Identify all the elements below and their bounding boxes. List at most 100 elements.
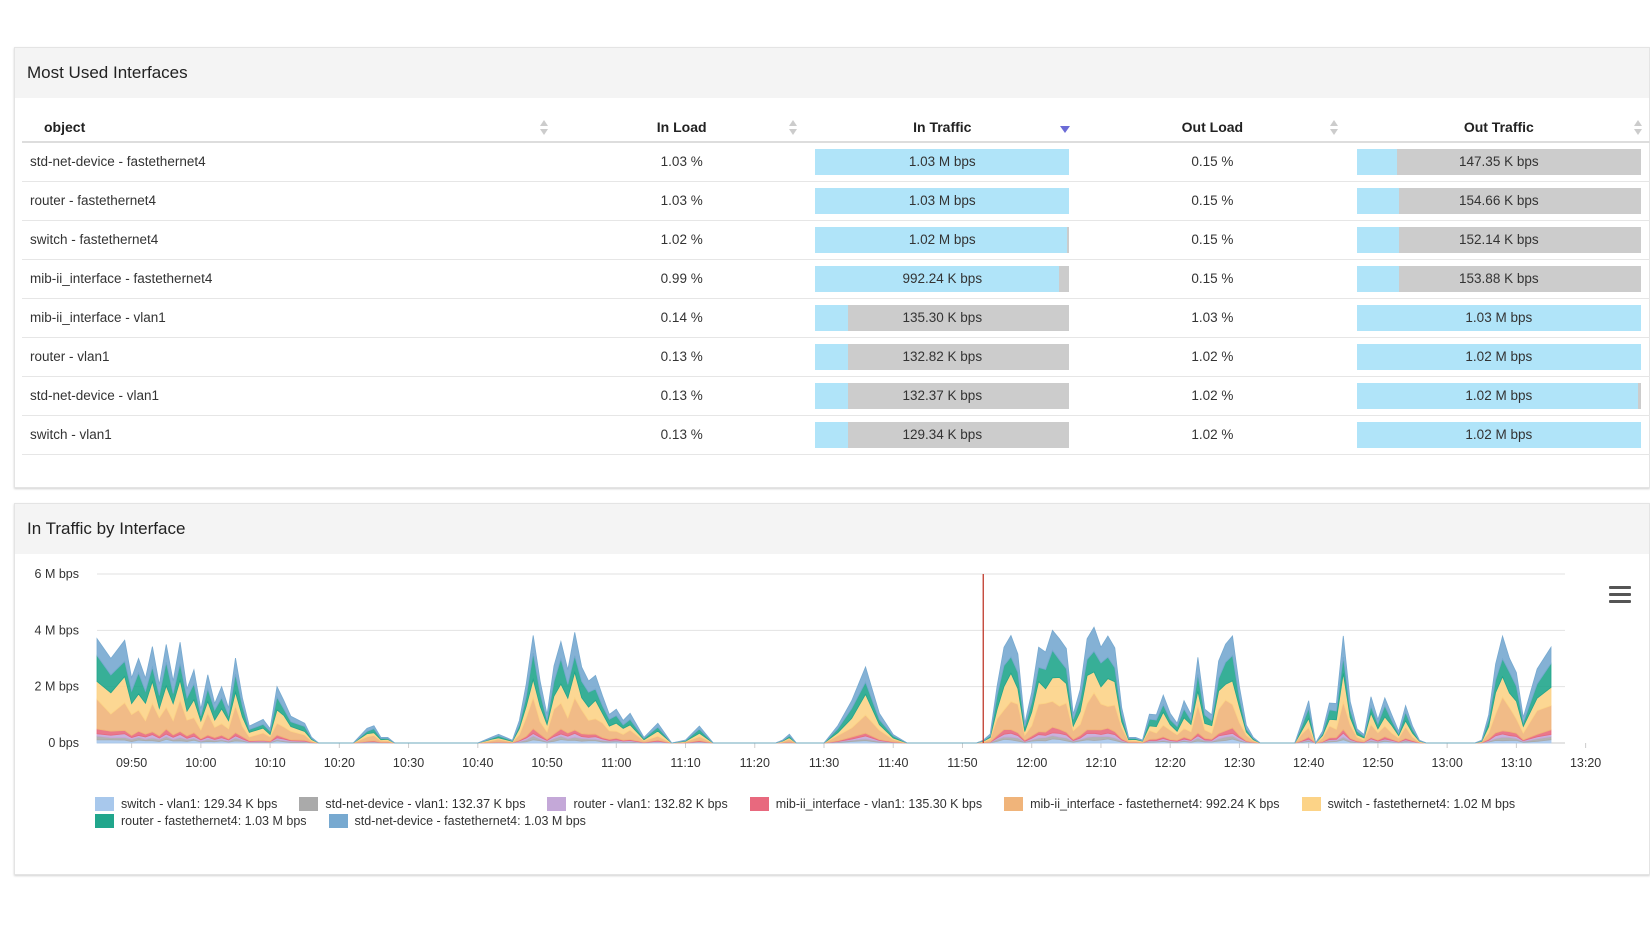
bar-fill xyxy=(815,148,1070,175)
out-traffic-bar: 154.66 K bps xyxy=(1356,187,1641,214)
table-row[interactable]: std-net-device - fastethernet4 1.03 % 1.03… xyxy=(22,142,1650,182)
legend-item[interactable]: switch - vlan1: 129.34 K bps xyxy=(95,795,277,812)
cell-out-load: 0.15 % xyxy=(1078,181,1347,221)
y-tick-label: 0 bps xyxy=(48,736,79,750)
legend-item[interactable]: std-net-device - vlan1: 132.37 K bps xyxy=(299,795,525,812)
out-traffic-bar: 1.02 M bps xyxy=(1356,421,1641,448)
out-traffic-bar: 1.02 M bps xyxy=(1356,343,1641,370)
bar-fill xyxy=(815,226,1067,253)
bar-fill xyxy=(1356,421,1641,448)
cell-object: switch - vlan1 xyxy=(22,415,557,455)
legend-item[interactable]: router - vlan1: 132.82 K bps xyxy=(547,795,728,812)
x-tick-label: 12:40 xyxy=(1293,756,1324,770)
table-row[interactable]: std-net-device - vlan1 0.13 % 132.37 K bps… xyxy=(22,376,1650,416)
cell-out-load: 1.02 % xyxy=(1078,376,1347,416)
column-header-out-traffic[interactable]: Out Traffic xyxy=(1346,112,1650,143)
interfaces-table: object In Load In Traffic Out Load Out T… xyxy=(22,112,1650,455)
cell-in-traffic: 132.82 K bps xyxy=(806,337,1079,377)
out-traffic-bar: 153.88 K bps xyxy=(1356,265,1641,292)
legend-label: std-net-device - vlan1: 132.37 K bps xyxy=(325,796,526,811)
panel-header: Most Used Interfaces xyxy=(15,48,1649,98)
table-row[interactable]: switch - vlan1 0.13 % 129.34 K bps 1.02 % 1.… xyxy=(22,415,1650,455)
cell-out-traffic: 1.02 M bps xyxy=(1346,337,1650,377)
in-traffic-area-chart[interactable]: 0 bps 2 M bps 4 M bps 6 M bps 09:50 10:00 10:1… xyxy=(15,556,1650,781)
bar-fill xyxy=(815,265,1060,292)
legend-swatch xyxy=(299,796,319,811)
x-tick-label: 12:50 xyxy=(1362,756,1393,770)
x-tick-label: 11:20 xyxy=(740,756,770,770)
column-header-label: In Traffic xyxy=(913,118,972,135)
y-tick-label: 6 M bps xyxy=(35,567,79,581)
sort-arrows-icon[interactable] xyxy=(539,120,549,136)
column-header-label: object xyxy=(44,118,86,135)
table-row[interactable]: mib-ii_interface - vlan1 0.14 % 135.30 K b… xyxy=(22,298,1650,338)
x-tick-label: 10:10 xyxy=(254,756,285,770)
legend-item[interactable]: mib-ii_interface - fastethernet4: 992.24… xyxy=(1004,795,1280,812)
in-traffic-bar: 135.30 K bps xyxy=(815,304,1070,331)
sort-arrows-icon[interactable] xyxy=(1634,120,1643,136)
column-header-in-traffic[interactable]: In Traffic xyxy=(806,112,1079,143)
sort-arrows-icon[interactable] xyxy=(789,120,798,136)
x-tick-label: 13:10 xyxy=(1501,756,1532,770)
cell-in-load: 1.03 % xyxy=(556,142,807,182)
in-traffic-bar: 132.37 K bps xyxy=(815,382,1070,409)
in-traffic-bar: 132.82 K bps xyxy=(815,343,1070,370)
column-header-out-load[interactable]: Out Load xyxy=(1078,112,1347,143)
chart-legend: switch - vlan1: 129.34 K bps std-net-devi… xyxy=(95,795,1615,829)
cell-out-traffic: 1.02 M bps xyxy=(1346,415,1650,455)
legend-label: switch - vlan1: 129.34 K bps xyxy=(121,796,278,811)
cell-out-traffic: 154.66 K bps xyxy=(1346,181,1650,221)
out-traffic-bar: 152.14 K bps xyxy=(1356,226,1641,253)
bar-label: 153.88 K bps xyxy=(1459,270,1539,286)
table-row[interactable]: router - vlan1 0.13 % 132.82 K bps 1.02 % 1.… xyxy=(22,337,1650,377)
legend-item[interactable]: router - fastethernet4: 1.03 M bps xyxy=(95,812,307,829)
bar-label: 132.37 K bps xyxy=(902,387,983,403)
bar-fill xyxy=(1356,304,1641,331)
x-tick-label: 12:20 xyxy=(1155,756,1186,770)
bar-fill xyxy=(815,343,849,370)
cell-object: std-net-device - vlan1 xyxy=(22,376,557,416)
bar-fill xyxy=(1356,265,1400,292)
bar-label: 147.35 K bps xyxy=(1459,153,1539,169)
x-tick-label: 09:50 xyxy=(116,756,147,770)
x-tick-label: 11:50 xyxy=(947,756,977,770)
cell-object: router - fastethernet4 xyxy=(22,181,557,221)
in-traffic-bar: 1.03 M bps xyxy=(815,148,1070,175)
cell-out-traffic: 152.14 K bps xyxy=(1346,220,1650,260)
series-area xyxy=(96,626,1552,745)
legend-item[interactable]: mib-ii_interface - vlan1: 135.30 K bps xyxy=(749,795,983,812)
legend-swatch xyxy=(749,796,769,811)
table-row[interactable]: switch - fastethernet4 1.02 % 1.02 M bps 0.… xyxy=(22,220,1650,260)
legend-item[interactable]: switch - fastethernet4: 1.02 M bps xyxy=(1301,795,1515,812)
cell-in-traffic: 1.03 M bps xyxy=(806,142,1079,182)
cell-out-load: 0.15 % xyxy=(1078,220,1347,260)
bar-label: 132.82 K bps xyxy=(902,348,983,364)
cell-in-traffic: 132.37 K bps xyxy=(806,376,1079,416)
in-traffic-bar: 992.24 K bps xyxy=(815,265,1070,292)
legend-label: mib-ii_interface - vlan1: 135.30 K bps xyxy=(775,796,983,811)
bar-label: 1.03 M bps xyxy=(1465,309,1533,325)
sort-arrows-icon[interactable] xyxy=(1329,120,1339,136)
bar-fill xyxy=(1356,343,1641,370)
sort-descending-icon[interactable] xyxy=(1060,126,1071,133)
y-tick-label: 2 M bps xyxy=(35,680,79,694)
cell-in-load: 1.03 % xyxy=(556,181,807,221)
cell-in-traffic: 1.03 M bps xyxy=(806,181,1079,221)
x-tick-label: 11:30 xyxy=(809,756,839,770)
bar-label: 1.02 M bps xyxy=(908,231,976,247)
panel-title: Most Used Interfaces xyxy=(27,63,188,82)
column-header-label: Out Traffic xyxy=(1463,118,1534,135)
hamburger-menu-icon[interactable] xyxy=(1609,586,1631,604)
cell-in-load: 1.02 % xyxy=(556,220,807,260)
column-header-in-load[interactable]: In Load xyxy=(556,112,807,143)
in-traffic-bar: 1.02 M bps xyxy=(815,226,1070,253)
cell-object: std-net-device - fastethernet4 xyxy=(22,142,557,182)
y-tick-label: 4 M bps xyxy=(35,623,79,637)
table-row[interactable]: router - fastethernet4 1.03 % 1.03 M bps 0.… xyxy=(22,181,1650,221)
column-header-object[interactable]: object xyxy=(22,112,557,143)
x-tick-label: 10:30 xyxy=(393,756,424,770)
legend-label: router - fastethernet4: 1.03 M bps xyxy=(121,813,307,828)
table-row[interactable]: mib-ii_interface - fastethernet4 0.99 % 99… xyxy=(22,259,1650,299)
cell-out-traffic: 153.88 K bps xyxy=(1346,259,1650,299)
legend-item[interactable]: std-net-device - fastethernet4: 1.03 M b… xyxy=(328,812,586,829)
